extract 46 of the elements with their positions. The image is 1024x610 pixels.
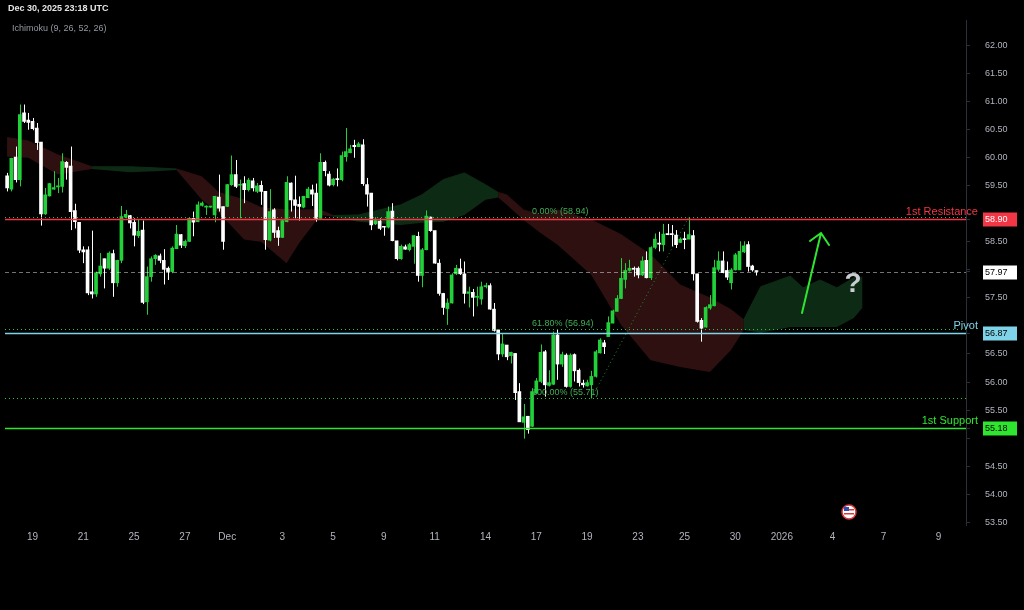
x-tick-label: 2026: [770, 530, 794, 542]
x-tick-label: 19: [26, 530, 39, 542]
y-tick-label: 56.50: [985, 348, 1008, 359]
annotation: ?: [844, 266, 862, 298]
y-tick-label: 62.00: [985, 40, 1008, 51]
y-tick-label: 60.00: [985, 152, 1008, 163]
y-tick-label: 53.50: [985, 516, 1008, 527]
x-tick-label: 9: [935, 530, 942, 542]
x-tick-label: 17: [530, 530, 543, 542]
annotation: 61.80% (56.94): [532, 318, 594, 329]
ref-line-label: 1st Resistance: [905, 205, 978, 218]
y-tick-label: 61.00: [985, 96, 1008, 107]
y-tick-label: 55.18: [985, 423, 1008, 434]
ref-line-label: 1st Support: [921, 414, 978, 427]
y-tick-label: 54.00: [985, 488, 1008, 499]
x-tick-label: 5: [330, 530, 337, 542]
x-tick-label: 11: [429, 530, 441, 542]
x-tick-label: 25: [128, 530, 141, 542]
x-tick-label: 23: [632, 530, 644, 542]
y-tick-label: 58.50: [985, 236, 1008, 247]
chart-subtitle: Dec 30, 2025 23:18 UTC: [8, 3, 110, 14]
x-tick-label: Dec: [218, 530, 237, 542]
x-tick-label: 19: [581, 530, 594, 542]
x-tick-label: 14: [479, 530, 492, 542]
y-tick-label: 58.90: [985, 214, 1008, 225]
x-tick-label: 25: [678, 530, 691, 542]
y-tick-label: 59.50: [985, 180, 1008, 191]
x-tick-label: 9: [381, 530, 388, 542]
y-tick-label: 56.00: [985, 376, 1008, 387]
chart-title: Ichimoku (9, 26, 52, 26): [12, 23, 107, 34]
y-tick-label: 60.50: [985, 124, 1008, 135]
x-tick-label: 7: [880, 530, 887, 542]
x-tick-label: 27: [179, 530, 191, 542]
x-tick-label: 3: [279, 530, 286, 542]
x-tick-label: 4: [829, 530, 836, 542]
y-tick-label: 57.50: [985, 292, 1008, 303]
y-tick-label: 56.87: [985, 328, 1008, 339]
y-tick-label: 55.50: [985, 404, 1008, 415]
candlestick: [669, 224, 674, 247]
y-tick-label: 54.50: [985, 460, 1008, 471]
x-tick-label: 30: [729, 530, 742, 542]
y-tick-label: 61.50: [985, 68, 1008, 79]
y-tick-label: 57.97: [985, 267, 1008, 278]
annotation: 0.00% (58.94): [532, 206, 589, 217]
x-tick-label: 21: [77, 530, 90, 542]
ref-line-label: Pivot: [953, 319, 978, 332]
